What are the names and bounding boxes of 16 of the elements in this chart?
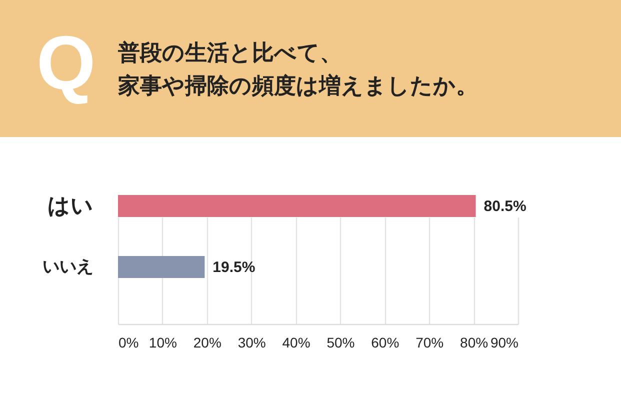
x-tick-label: 70% (416, 334, 444, 350)
x-tick-label: 80% (460, 334, 488, 350)
x-tick-label: 40% (282, 334, 310, 350)
x-tick-label: 10% (148, 334, 177, 350)
y-tick-label: いいえ (42, 257, 94, 277)
chart-title: 普段の生活と比べて、家事や掃除の頻度は増えましたか。 (117, 40, 478, 99)
data-label: 19.5% (212, 259, 256, 276)
y-tick-label: はい (48, 194, 94, 219)
text: Q (36, 21, 96, 106)
x-tick-label: 0% (118, 334, 139, 350)
x-tick-label: 30% (238, 334, 266, 350)
data-label: 80.5% (484, 198, 526, 215)
x-tick-label: 90% (490, 334, 518, 350)
x-tick-label: 20% (193, 334, 222, 350)
x-tick-label: 60% (371, 334, 400, 350)
x-tick-label: 50% (326, 334, 355, 350)
